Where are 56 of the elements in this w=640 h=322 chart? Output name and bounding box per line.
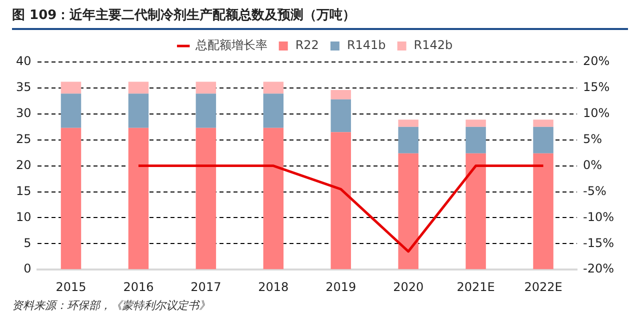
x-tick-label: 2016 — [123, 280, 154, 294]
bar — [466, 120, 486, 127]
x-tick-label: 2020 — [393, 280, 424, 294]
y-tick-label: 15 — [16, 184, 32, 198]
chart-title: 图 109：近年主要二代制冷剂生产配额总数及预测（万吨） — [12, 6, 628, 30]
x-tick-label: 2022E — [524, 280, 562, 294]
bar — [330, 90, 351, 100]
bar — [398, 153, 418, 270]
y2-tick-label: -5% — [583, 184, 606, 198]
bar — [263, 94, 284, 128]
legend-label: R22 — [295, 38, 319, 52]
x-tick-label: 2018 — [258, 280, 289, 294]
y-tick-label: 0 — [24, 262, 32, 276]
y-tick-label: 25 — [16, 132, 32, 146]
y2-tick-label: -20% — [583, 262, 614, 276]
bar — [60, 94, 82, 128]
y-tick-label: 10 — [16, 210, 32, 224]
y-tick-label: 40 — [16, 54, 32, 68]
bar — [196, 94, 216, 128]
bar — [128, 128, 149, 270]
bar — [128, 94, 149, 128]
bar — [398, 120, 418, 127]
bar — [60, 128, 82, 270]
y-tick-label: 5 — [24, 236, 32, 250]
y-tick-label: 30 — [16, 106, 32, 120]
y2-tick-label: 10% — [583, 106, 610, 120]
bar — [398, 126, 418, 154]
x-tick-label: 2021E — [456, 280, 495, 294]
legend-label: R141b — [346, 38, 386, 52]
y-tick-label: 20 — [16, 158, 32, 172]
bar — [263, 128, 284, 270]
bar — [466, 126, 486, 154]
bar — [533, 153, 554, 270]
bar — [466, 153, 486, 270]
x-tick-label: 2019 — [326, 280, 356, 294]
bar — [330, 99, 351, 132]
bar — [196, 82, 216, 94]
y2-tick-label: 15% — [583, 80, 610, 94]
bar — [60, 82, 82, 94]
x-tick-label: 2017 — [190, 280, 222, 294]
y2-tick-label: 5% — [583, 132, 602, 146]
bar — [533, 126, 554, 154]
y2-tick-label: 0% — [583, 158, 602, 172]
y2-tick-label: -10% — [583, 210, 614, 224]
text: 资料来源：环保部，《蒙特利尔议定书》 — [12, 298, 211, 313]
bar — [330, 132, 351, 270]
y2-tick-label: -15% — [583, 236, 614, 250]
legend-label: R142b — [414, 38, 453, 52]
bar — [533, 120, 554, 127]
bar — [263, 82, 284, 94]
x-tick-label: 2015 — [56, 280, 86, 294]
bar — [128, 82, 149, 94]
y2-tick-label: 20% — [583, 54, 610, 68]
y-tick-label: 35 — [16, 80, 32, 94]
legend-label: 总配额增长率 — [194, 38, 268, 52]
bar — [196, 128, 216, 270]
